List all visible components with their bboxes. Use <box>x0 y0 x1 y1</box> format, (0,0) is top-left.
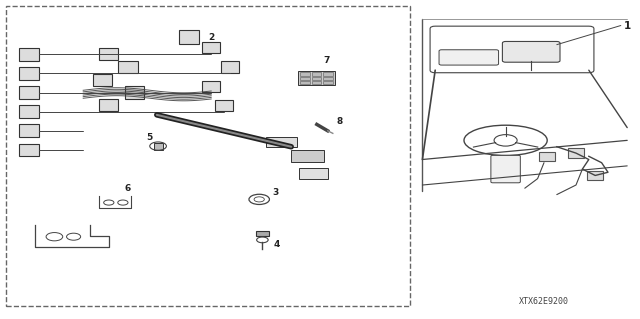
Text: XTX62E9200: XTX62E9200 <box>519 297 569 306</box>
Bar <box>19 67 39 80</box>
Bar <box>125 86 144 99</box>
Bar <box>300 77 310 80</box>
Bar <box>99 48 118 60</box>
Bar <box>215 100 233 111</box>
Bar <box>19 86 39 99</box>
Bar <box>312 81 321 84</box>
Bar <box>568 148 584 158</box>
FancyBboxPatch shape <box>439 50 499 65</box>
Bar <box>202 42 220 54</box>
Text: 7: 7 <box>323 56 330 65</box>
Text: 5: 5 <box>146 133 152 142</box>
Text: 8: 8 <box>336 117 342 126</box>
Bar <box>266 137 297 147</box>
Bar <box>93 74 112 86</box>
Bar <box>19 48 39 61</box>
Text: 2: 2 <box>208 33 214 42</box>
Bar <box>300 81 310 84</box>
Bar <box>179 30 199 44</box>
Bar <box>154 143 163 150</box>
Bar <box>323 81 333 84</box>
Bar <box>221 61 239 72</box>
Bar <box>300 72 310 76</box>
Bar <box>202 80 220 92</box>
Bar <box>540 152 556 161</box>
Bar <box>299 168 328 179</box>
Bar <box>19 124 39 137</box>
FancyBboxPatch shape <box>502 41 560 62</box>
Bar <box>19 144 39 156</box>
Bar <box>118 61 138 73</box>
Bar <box>588 171 604 180</box>
FancyBboxPatch shape <box>491 155 520 183</box>
Bar <box>312 77 321 80</box>
Bar <box>99 99 118 111</box>
Bar <box>323 77 333 80</box>
Bar <box>312 72 321 76</box>
Text: 1: 1 <box>623 20 631 31</box>
Text: 3: 3 <box>272 188 278 197</box>
Bar <box>6 6 410 306</box>
Bar <box>19 105 39 118</box>
Text: 4: 4 <box>273 241 280 249</box>
Bar <box>256 232 269 235</box>
Bar <box>323 72 333 76</box>
Text: 6: 6 <box>125 184 131 193</box>
Bar <box>291 150 324 162</box>
Bar <box>298 71 335 85</box>
